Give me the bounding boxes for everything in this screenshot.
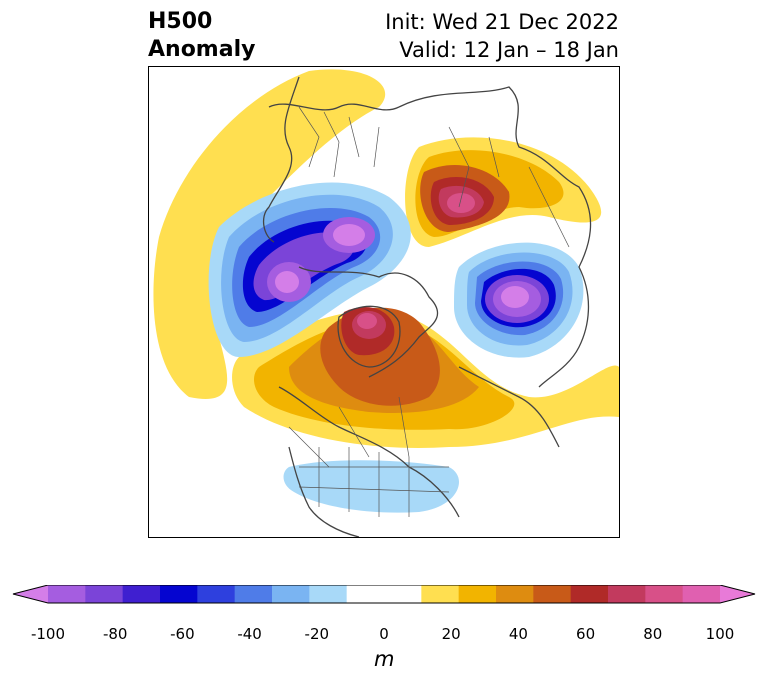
asia-coast	[398, 86, 592, 388]
colorbar-extend-min	[13, 585, 48, 603]
europe-borders	[298, 106, 380, 178]
canada-borders	[288, 396, 410, 468]
colorbar-tick-label: 80	[643, 625, 663, 643]
colorbar-cell	[85, 585, 124, 603]
negative-anomaly-layer	[208, 182, 584, 513]
colorbar-cell	[197, 585, 236, 603]
asia-borders	[448, 126, 570, 248]
magenta-center-central	[357, 313, 377, 329]
positive-anomaly-layer	[153, 69, 619, 448]
colorbar-cell	[122, 585, 161, 603]
colorbar-tick-label: -100	[30, 625, 66, 643]
colorbar-cells	[13, 585, 755, 603]
colorbar-tick-label: -60	[170, 625, 195, 643]
colorbar-cell	[533, 585, 572, 603]
colorbar-cell	[608, 585, 646, 603]
greenland-coast	[337, 305, 401, 368]
colorbar-tick-label: 40	[508, 625, 528, 643]
colorbar-cell	[570, 585, 609, 603]
anomaly-map	[148, 66, 620, 538]
colorbar-outline	[12, 585, 756, 604]
north-america-coast	[278, 386, 460, 537]
colorbar-tick-label: -20	[304, 625, 330, 643]
colorbar-cell	[458, 585, 497, 603]
colorbar-unit: m	[374, 647, 395, 671]
colorbar-cell	[645, 585, 684, 603]
colorbar-tick-label: 0	[379, 625, 389, 643]
colorbar-cell	[309, 585, 348, 603]
western-low-center-1	[333, 224, 365, 246]
colorbar-tick-label: -40	[237, 625, 262, 643]
map-title: H500 Anomaly	[148, 8, 255, 64]
colorbar-cell	[48, 585, 86, 603]
valid-period: Valid: 12 Jan – 18 Jan	[399, 38, 619, 62]
run-info: Init: Wed 21 Dec 2022 Valid: 12 Jan – 18…	[385, 8, 619, 64]
colorbar-cell	[682, 585, 721, 603]
arctic-coast	[298, 266, 439, 378]
colorbar-cell	[384, 585, 422, 603]
colorbar-tick-label: -80	[102, 625, 128, 643]
colorbar	[12, 585, 756, 604]
western-low-center-2	[275, 271, 299, 293]
colorbar-cell	[234, 585, 273, 603]
colorbar-cell	[272, 585, 310, 603]
colorbar-extend-max	[720, 585, 755, 603]
yellow-band-europe-west	[153, 69, 386, 399]
coastlines-layer	[262, 76, 592, 537]
us-states-borders	[298, 447, 450, 517]
colorbar-cell	[496, 585, 534, 603]
colorbar-tick-label: 60	[576, 625, 596, 643]
europe-coast	[262, 76, 400, 243]
title-line-1: H500	[148, 9, 213, 34]
colorbar-tick-label: 20	[441, 625, 461, 643]
colorbar-cell	[421, 585, 460, 603]
anomaly-map-svg	[153, 69, 619, 537]
colorbar-cell	[160, 585, 198, 603]
us-weak-low	[283, 460, 459, 513]
magenta-center-east	[447, 193, 475, 213]
colorbar-cell	[346, 585, 385, 603]
title-line-2: Anomaly	[148, 37, 256, 62]
eastern-low-center	[501, 286, 529, 308]
borders-layer	[288, 106, 570, 517]
alaska-coast	[458, 366, 560, 448]
init-time: Init: Wed 21 Dec 2022	[385, 10, 619, 34]
colorbar-tick-label: 100	[705, 625, 735, 643]
